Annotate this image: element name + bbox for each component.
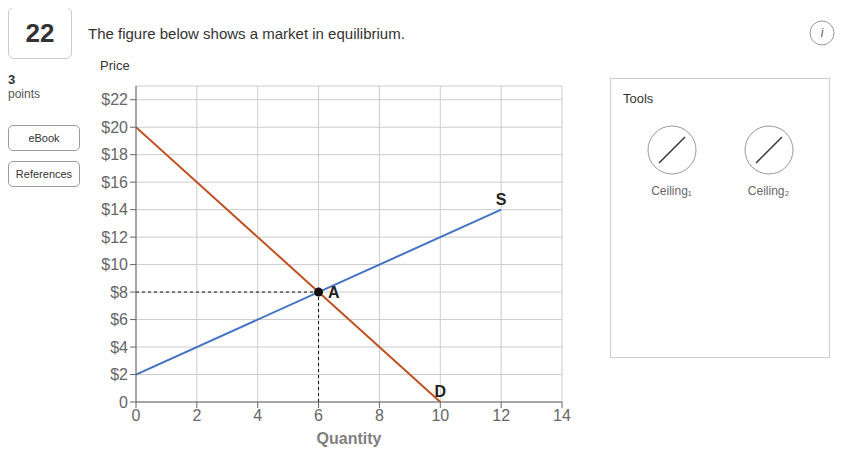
svg-text:0: 0: [132, 407, 141, 424]
svg-text:6: 6: [314, 407, 323, 424]
svg-text:14: 14: [553, 407, 571, 424]
svg-text:$10: $10: [101, 256, 128, 273]
html-text:points: points: [8, 87, 40, 101]
html-text:Ceiling₁: Ceiling₁: [651, 184, 692, 198]
html-text:Tools: Tools: [623, 91, 654, 106]
svg-text:10: 10: [431, 407, 449, 424]
svg-text:0: 0: [119, 394, 128, 411]
html-text:Price: Price: [100, 58, 130, 73]
html-text:References: References: [15, 168, 73, 180]
svg-text:D: D: [435, 383, 447, 400]
svg-text:$22: $22: [101, 91, 128, 108]
svg-text:$4: $4: [110, 339, 128, 356]
svg-text:$12: $12: [101, 229, 128, 246]
html-text:22: 22: [25, 17, 55, 48]
svg-text:$2: $2: [110, 366, 128, 383]
html-text:eBook: eBook: [28, 132, 60, 144]
svg-text:i: i: [821, 26, 824, 40]
svg-text:A: A: [328, 284, 340, 301]
html-text:3: 3: [8, 72, 16, 87]
svg-text:$18: $18: [101, 146, 128, 163]
svg-text:$8: $8: [110, 284, 128, 301]
svg-text:$14: $14: [101, 201, 128, 218]
html-text:The figure below shows a marke: The figure below shows a market in equil…: [88, 24, 405, 42]
svg-text:$16: $16: [101, 174, 128, 191]
svg-text:S: S: [496, 191, 507, 208]
svg-text:$20: $20: [101, 119, 128, 136]
html-text:Ceiling₂: Ceiling₂: [747, 184, 790, 198]
svg-text:4: 4: [253, 407, 262, 424]
svg-text:Quantity: Quantity: [317, 430, 382, 447]
svg-text:2: 2: [192, 407, 201, 424]
svg-text:$6: $6: [110, 311, 128, 328]
svg-text:8: 8: [375, 407, 384, 424]
svg-text:12: 12: [492, 407, 510, 424]
